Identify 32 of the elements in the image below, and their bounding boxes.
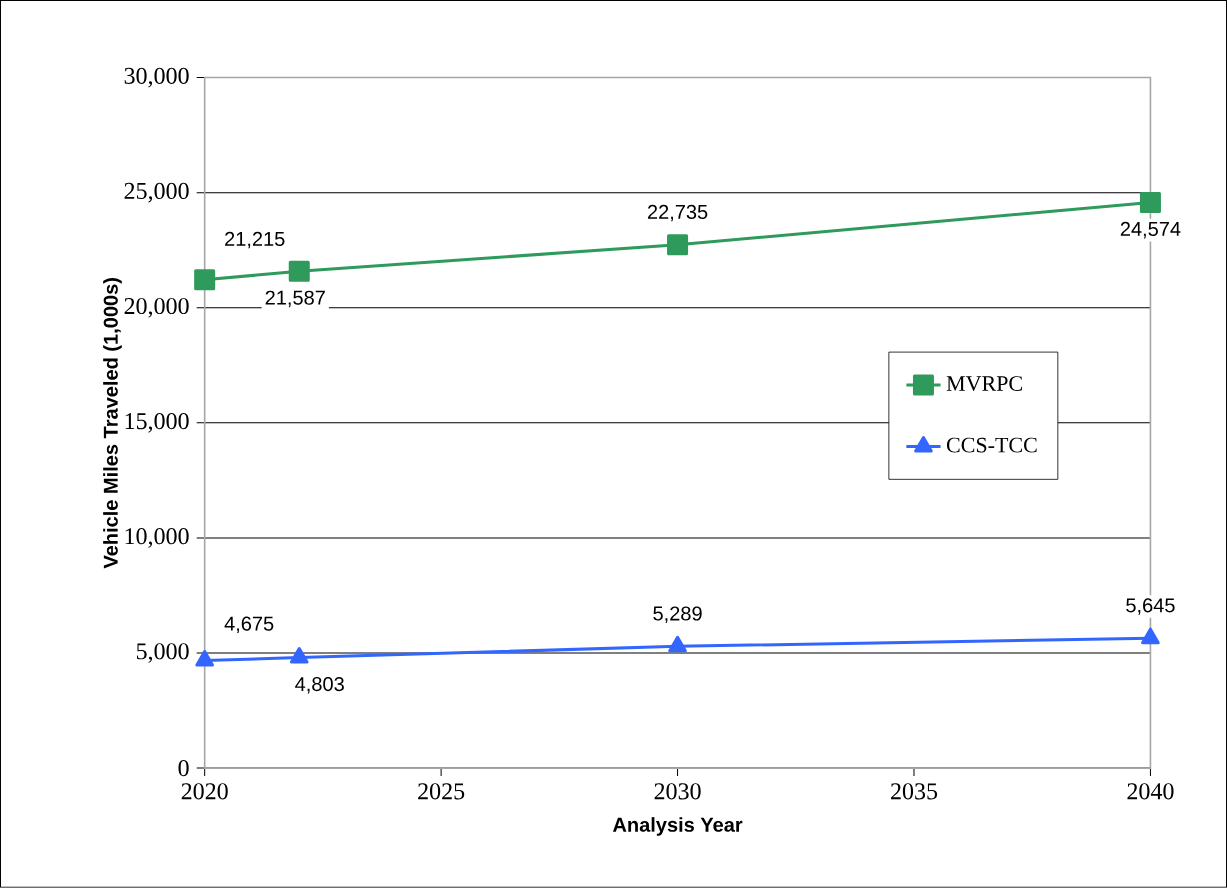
x-tick-label: 2030 bbox=[654, 783, 701, 800]
data-label: 5,289 bbox=[653, 606, 702, 624]
point bbox=[195, 650, 214, 667]
data-label: 24,574 bbox=[1120, 222, 1181, 239]
data-label: 4,803 bbox=[295, 677, 344, 694]
data-label: 22,735 bbox=[647, 204, 708, 222]
y-axis-title: Vehicle Miles Traveled (1,000s) bbox=[103, 278, 122, 569]
x-tick-label: 2020 bbox=[181, 783, 228, 800]
y-tick-label: 25,000 bbox=[124, 182, 189, 203]
y-tick-label: 5,000 bbox=[136, 643, 189, 663]
point bbox=[194, 269, 216, 291]
x-tick-label: 2040 bbox=[1127, 783, 1174, 800]
legend-label: CCS-TCC bbox=[946, 437, 1037, 453]
data-label: 4,675 bbox=[224, 616, 274, 634]
point bbox=[667, 234, 689, 256]
y-tick-label: 30,000 bbox=[124, 67, 189, 88]
point bbox=[289, 647, 309, 664]
data-label: 21,587 bbox=[265, 290, 325, 308]
data-label: 21,215 bbox=[225, 231, 285, 249]
x-tick-label: 2025 bbox=[418, 783, 465, 800]
data-label: 5,645 bbox=[1126, 598, 1175, 615]
point bbox=[1141, 627, 1160, 645]
legend-label: MVRPC bbox=[946, 376, 1022, 392]
point bbox=[288, 260, 310, 282]
x-axis-title: Analysis Year bbox=[612, 817, 743, 836]
point bbox=[1139, 192, 1161, 214]
y-tick-label: 10,000 bbox=[125, 528, 189, 548]
x-tick-label: 2035 bbox=[891, 783, 938, 800]
y-tick-label: 20,000 bbox=[124, 298, 189, 318]
point bbox=[668, 636, 687, 653]
y-tick-label: 0 bbox=[178, 760, 189, 777]
y-tick-label: 15,000 bbox=[125, 413, 189, 433]
